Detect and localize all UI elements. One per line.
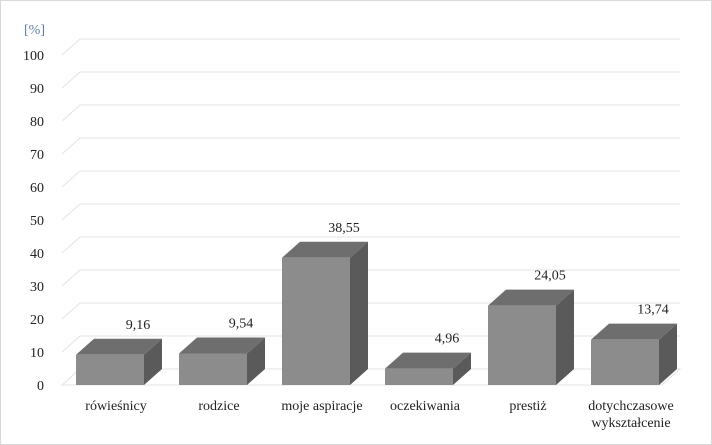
data-label: 24,05 — [534, 269, 566, 284]
y-tick-label: 30 — [30, 280, 44, 295]
y-tick-label: 70 — [30, 148, 44, 163]
y-tick-label: 50 — [30, 214, 44, 229]
bar-side — [556, 289, 574, 385]
bar — [488, 289, 574, 385]
gridline — [61, 203, 680, 221]
bar-top — [591, 323, 677, 340]
y-tick-label: 20 — [30, 313, 44, 328]
bar-top — [76, 338, 162, 355]
bar-top — [282, 241, 368, 258]
y-axis-unit-label: [%] — [24, 23, 45, 38]
y-tick-label: 100 — [23, 49, 44, 64]
bar-front — [385, 368, 453, 385]
gridline — [61, 236, 680, 254]
y-tick-label: 80 — [30, 115, 44, 130]
gridlines — [60, 38, 682, 386]
x-category-label: oczekiwania — [390, 399, 461, 414]
bar — [282, 241, 368, 385]
gridline — [61, 38, 680, 56]
bar-top — [179, 337, 265, 354]
bar-side — [247, 337, 265, 385]
bar-side — [453, 352, 471, 385]
x-axis-categories: rówieśnicy rodzice moje aspiracje oczekiwan… — [85, 399, 673, 431]
bar — [76, 338, 162, 385]
gridline — [61, 302, 680, 320]
y-tick-label: 90 — [30, 82, 44, 97]
gridline — [61, 170, 680, 188]
gridline — [61, 269, 680, 287]
bar-front — [591, 339, 659, 385]
x-category-label: rówieśnicy — [85, 399, 146, 414]
bar-side — [659, 323, 677, 385]
x-category-label: rodzice — [198, 399, 239, 414]
bar-top — [385, 352, 471, 369]
bar-front — [282, 257, 350, 385]
y-axis-ticks: 0 10 20 30 40 50 60 70 80 90 100 — [23, 49, 44, 394]
gridline — [61, 71, 680, 89]
x-category-label: moje aspiracje — [281, 399, 362, 414]
gridline — [61, 137, 680, 155]
gridline — [61, 104, 680, 122]
bars — [76, 241, 677, 385]
bar-front — [76, 354, 144, 385]
x-category-label: dotychczasowe wykształcenie — [588, 399, 674, 431]
data-label: 13,74 — [637, 303, 669, 318]
y-tick-label: 0 — [37, 379, 44, 394]
bar — [591, 323, 677, 385]
data-labels: 9,16 9,54 38,55 4,96 24,05 13,74 — [126, 221, 669, 347]
bar-top — [488, 289, 574, 306]
data-label: 38,55 — [328, 221, 360, 236]
bar — [179, 337, 265, 385]
x-category-label: prestiż — [509, 399, 546, 414]
y-tick-label: 40 — [30, 247, 44, 262]
data-label: 4,96 — [435, 332, 460, 347]
bar-side — [350, 241, 368, 385]
bar-front — [488, 305, 556, 385]
data-label: 9,54 — [229, 317, 254, 332]
y-tick-label: 60 — [30, 181, 44, 196]
chart-floor — [60, 368, 682, 386]
bar — [385, 352, 471, 385]
gridline — [61, 335, 680, 353]
y-tick-label: 10 — [30, 346, 44, 361]
bar-front — [179, 353, 247, 385]
bar-side — [144, 338, 162, 385]
data-label: 9,16 — [126, 318, 151, 333]
